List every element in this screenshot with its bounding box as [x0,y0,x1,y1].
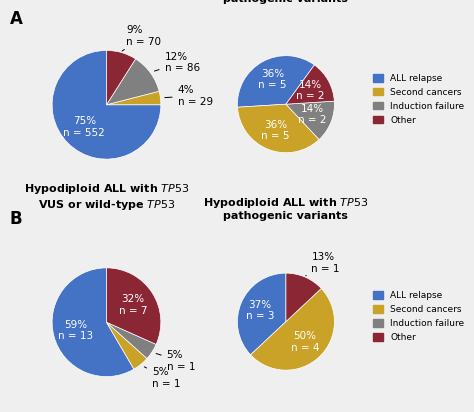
Title: Hypodiploid ALL with $\it{TP53}$
VUS or wild-type $\it{TP53}$: Hypodiploid ALL with $\it{TP53}$ VUS or … [24,182,189,211]
Wedge shape [107,322,147,369]
Wedge shape [286,273,321,322]
Text: B: B [9,210,22,228]
Text: 36%
n = 5: 36% n = 5 [258,69,287,90]
Text: 12%
n = 86: 12% n = 86 [155,52,200,73]
Wedge shape [237,104,319,153]
Text: 14%
n = 2: 14% n = 2 [298,104,326,125]
Wedge shape [251,288,335,370]
Text: A: A [9,10,22,28]
Legend: ALL relapse, Second cancers, Induction failure, Other: ALL relapse, Second cancers, Induction f… [373,291,464,342]
Text: 4%
n = 29: 4% n = 29 [165,85,213,107]
Wedge shape [107,268,161,344]
Wedge shape [107,91,161,105]
Text: 37%
n = 3: 37% n = 3 [246,300,274,321]
Wedge shape [286,65,334,104]
Text: 5%
n = 1: 5% n = 1 [156,351,195,372]
Wedge shape [107,322,156,358]
Text: 5%
n = 1: 5% n = 1 [145,367,180,389]
Wedge shape [52,50,161,159]
Wedge shape [237,273,286,355]
Wedge shape [237,56,314,107]
Text: 59%
n = 13: 59% n = 13 [58,320,93,341]
Wedge shape [107,50,136,105]
Legend: ALL relapse, Second cancers, Induction failure, Other: ALL relapse, Second cancers, Induction f… [373,74,464,125]
Title: ALL with $\it{TP53}$
pathogenic variants: ALL with $\it{TP53}$ pathogenic variants [224,0,348,4]
Text: 14%
n = 2: 14% n = 2 [296,80,325,101]
Wedge shape [52,268,134,377]
Text: 75%
n = 552: 75% n = 552 [64,116,105,138]
Text: 50%
n = 4: 50% n = 4 [291,331,319,353]
Title: Hypodiploid ALL with $\it{TP53}$
pathogenic variants: Hypodiploid ALL with $\it{TP53}$ pathoge… [203,196,369,221]
Wedge shape [286,101,335,140]
Text: 9%
n = 70: 9% n = 70 [122,25,162,51]
Text: 32%
n = 7: 32% n = 7 [118,294,147,316]
Text: 13%
n = 1: 13% n = 1 [306,252,340,276]
Wedge shape [107,59,159,105]
Text: 36%
n = 5: 36% n = 5 [261,119,290,141]
